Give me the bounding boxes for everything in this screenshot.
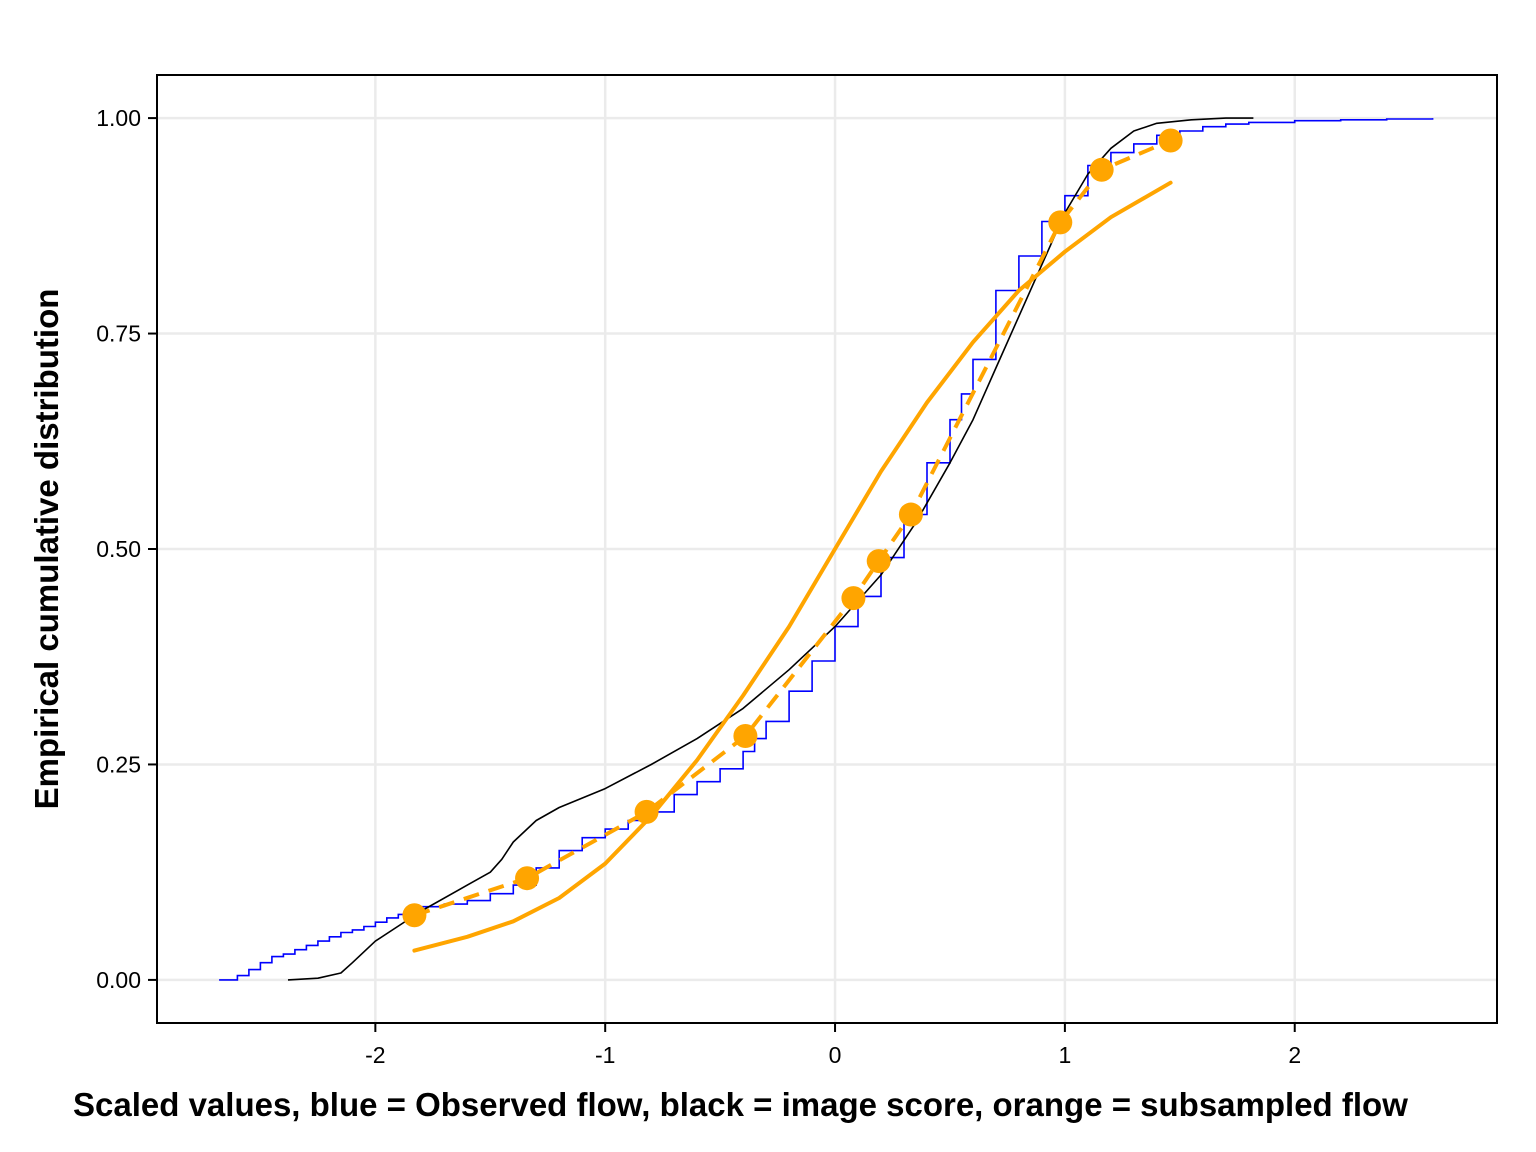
- x-tick-label: 2: [1288, 1042, 1301, 1068]
- grid-lines: [157, 75, 1497, 1023]
- y-axis: 0.00 0.25 0.50 0.75 1.00: [96, 105, 157, 993]
- series-subsampled-dashed-line: [413, 138, 1172, 918]
- subsampled-flow-point: [841, 586, 866, 611]
- subsampled-flow-point: [634, 799, 659, 824]
- y-tick-label: 0.50: [96, 536, 141, 562]
- subsampled-flow-point: [1089, 157, 1114, 182]
- y-tick-label: 0.00: [96, 967, 141, 993]
- y-tick-label: 0.25: [96, 751, 141, 777]
- x-tick-label: 0: [829, 1042, 842, 1068]
- subsampled-flow-point: [898, 502, 923, 527]
- series-observed-flow-line: [219, 118, 1434, 981]
- subsampled-flow-point: [866, 549, 891, 574]
- series-layer: [219, 117, 1434, 981]
- y-axis-title: Empirical cumulative distribution: [28, 289, 65, 810]
- x-axis: -2 -1 0 1 2: [365, 1023, 1301, 1068]
- y-tick-label: 0.75: [96, 321, 141, 347]
- subsampled-flow-point: [733, 724, 758, 749]
- series-subsampled-fit-line: [412, 180, 1173, 953]
- x-tick-label: -2: [365, 1042, 385, 1068]
- subsampled-flow-point: [402, 903, 427, 928]
- x-axis-title: Scaled values, blue = Observed flow, bla…: [73, 1086, 1408, 1123]
- y-tick-label: 1.00: [96, 105, 141, 131]
- subsampled-flow-point: [1048, 210, 1073, 235]
- subsampled-flow-point: [515, 866, 540, 891]
- subsampled-flow-point: [1158, 128, 1183, 153]
- series-image-score-line: [287, 117, 1254, 981]
- x-tick-label: -1: [595, 1042, 615, 1068]
- x-tick-label: 1: [1058, 1042, 1071, 1068]
